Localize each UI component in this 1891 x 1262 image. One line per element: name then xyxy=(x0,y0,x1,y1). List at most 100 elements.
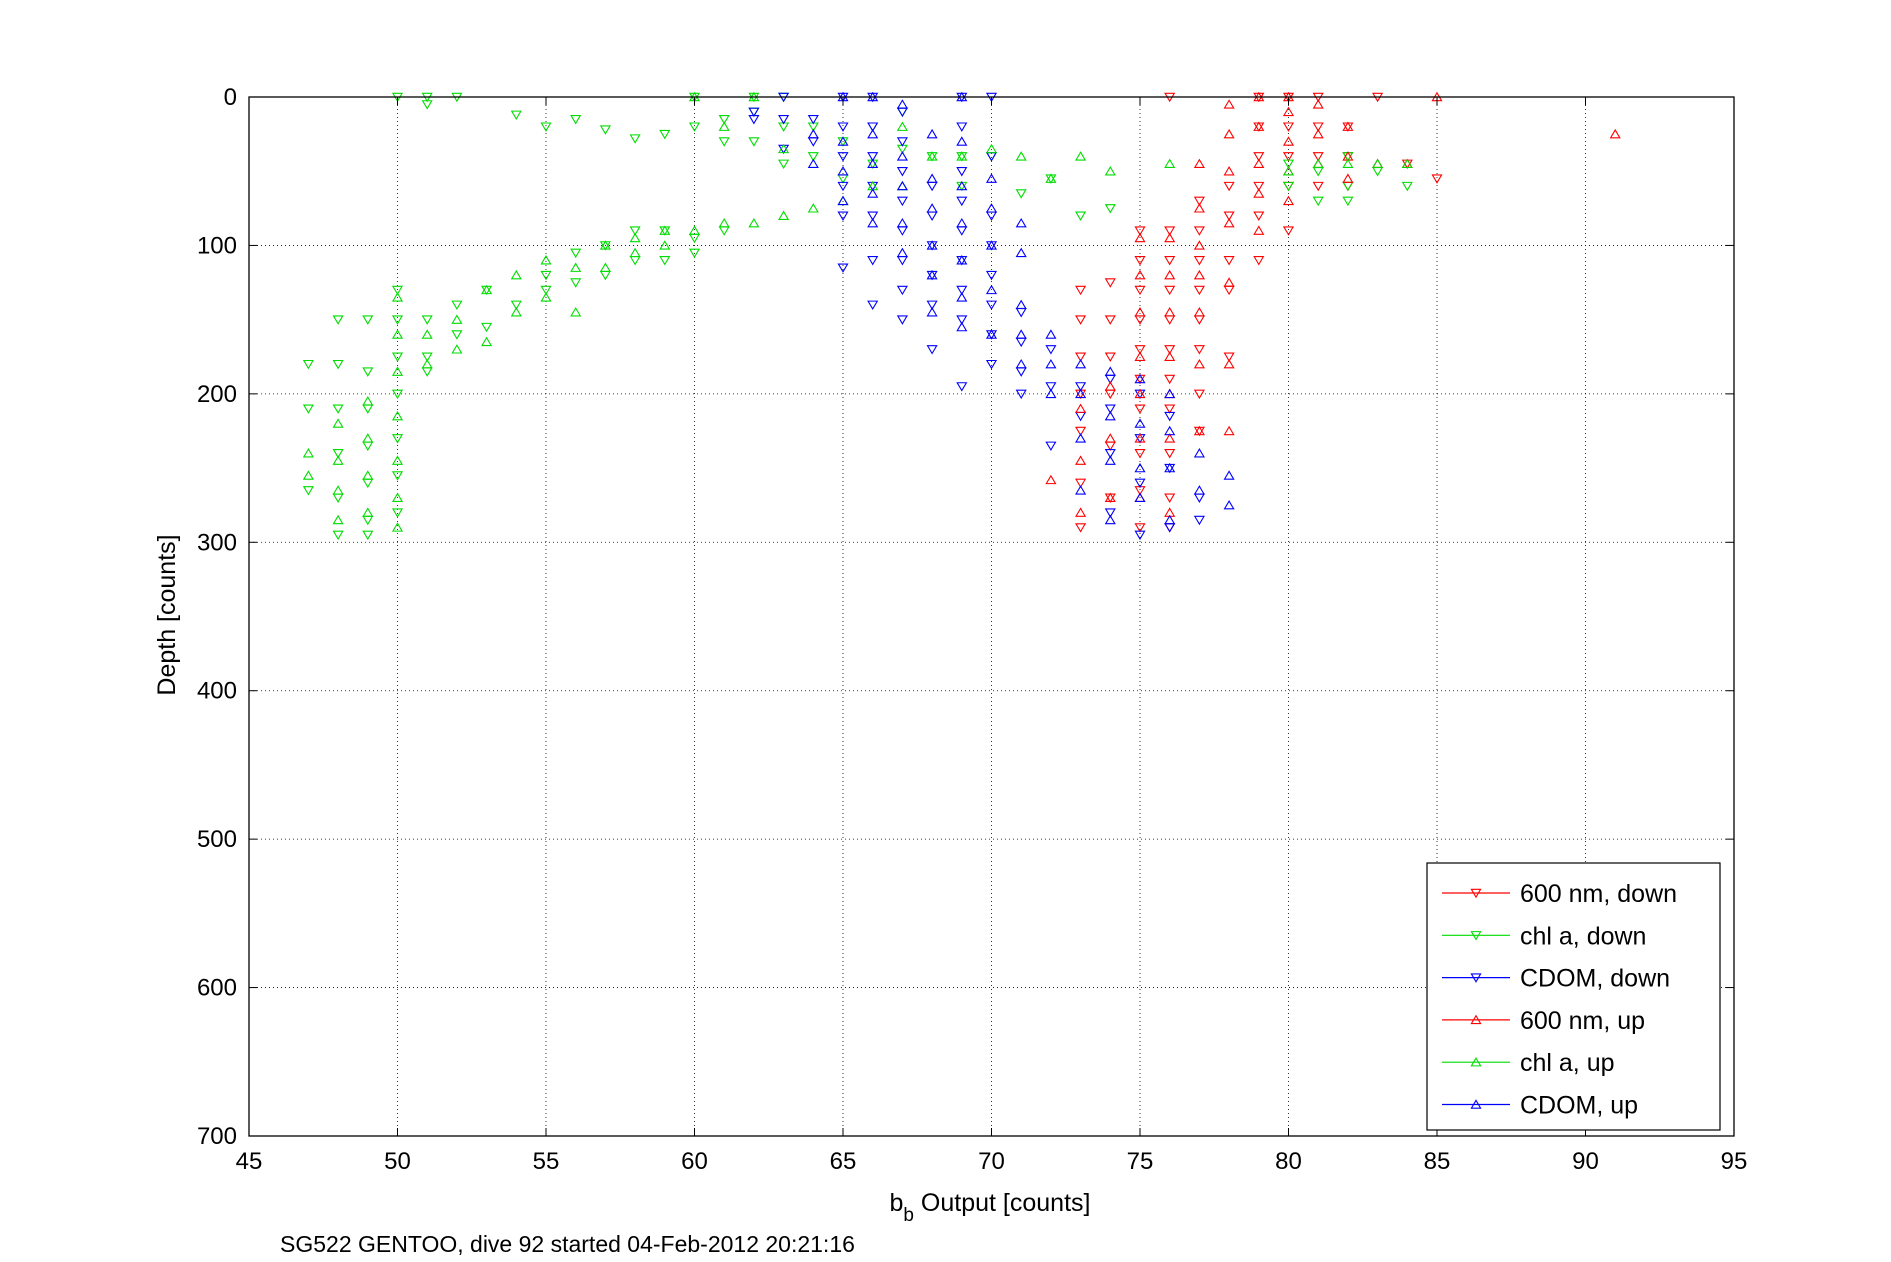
data-point xyxy=(1104,455,1116,465)
data-point xyxy=(1342,173,1354,183)
data-point xyxy=(1164,226,1176,236)
data-point xyxy=(451,314,463,324)
data-point xyxy=(1015,151,1027,161)
data-point xyxy=(1223,211,1235,221)
data-point xyxy=(1075,352,1087,362)
data-point xyxy=(1223,352,1235,362)
y-tick-label: 700 xyxy=(197,1123,237,1150)
legend-label: CDOM, up xyxy=(1520,1092,1638,1120)
data-point xyxy=(1223,128,1235,139)
data-point xyxy=(1282,136,1295,146)
data-point xyxy=(1134,306,1146,317)
data-point xyxy=(1134,404,1146,414)
data-point xyxy=(1193,358,1205,369)
x-axis-label: bb Output [counts] xyxy=(890,1189,1091,1226)
data-point xyxy=(1134,492,1146,502)
legend-marker xyxy=(1470,973,1482,983)
data-point xyxy=(302,486,314,496)
data-point xyxy=(362,315,374,325)
data-point xyxy=(1312,181,1324,192)
data-point xyxy=(1253,256,1265,266)
data-point xyxy=(926,173,938,183)
data-point xyxy=(540,292,552,302)
series-5 xyxy=(807,91,1235,525)
data-point xyxy=(1134,285,1146,296)
data-point xyxy=(1134,523,1146,533)
data-point xyxy=(985,329,998,339)
data-point xyxy=(1045,388,1057,399)
data-point xyxy=(718,217,730,228)
data-point xyxy=(421,329,433,339)
legend-label: 600 nm, up xyxy=(1520,1007,1645,1035)
data-point xyxy=(1282,181,1295,192)
data-point xyxy=(1342,196,1354,207)
x-tick-label: 80 xyxy=(1275,1148,1302,1175)
data-point xyxy=(688,225,701,235)
data-point xyxy=(837,122,849,132)
data-point xyxy=(659,129,671,140)
data-point xyxy=(1223,256,1235,266)
data-point xyxy=(778,143,790,154)
data-point xyxy=(1134,478,1146,489)
x-axis-label-subscript: b xyxy=(903,1205,914,1226)
data-point xyxy=(837,263,849,273)
data-point xyxy=(1223,99,1235,109)
data-point xyxy=(1104,514,1116,525)
data-point xyxy=(659,225,671,235)
data-point xyxy=(540,285,552,296)
data-point xyxy=(867,217,879,228)
data-point xyxy=(867,158,879,169)
data-point xyxy=(1193,425,1205,436)
data-point xyxy=(1312,196,1324,207)
data-point xyxy=(451,300,463,311)
data-point xyxy=(985,270,998,281)
data-point xyxy=(1282,226,1295,236)
data-point xyxy=(896,217,908,228)
data-point xyxy=(629,247,641,258)
data-point xyxy=(332,418,344,428)
data-point xyxy=(956,166,968,177)
data-point xyxy=(332,404,344,414)
data-point xyxy=(896,137,908,147)
data-point xyxy=(1193,389,1205,400)
data-point xyxy=(1104,433,1116,443)
data-point xyxy=(302,448,314,458)
data-point xyxy=(867,122,879,132)
legend-item: chl a, up xyxy=(1442,1049,1615,1077)
data-point xyxy=(748,217,760,228)
data-point xyxy=(956,285,968,296)
data-point xyxy=(391,366,404,376)
data-point xyxy=(1045,173,1057,183)
data-point xyxy=(1104,165,1116,176)
data-point xyxy=(1193,203,1205,213)
data-point xyxy=(837,165,849,176)
data-point xyxy=(1253,121,1265,131)
data-point xyxy=(1223,470,1235,480)
data-point xyxy=(391,410,404,421)
data-point xyxy=(1134,448,1146,459)
data-point xyxy=(332,359,344,370)
x-tick-label: 85 xyxy=(1424,1148,1451,1175)
data-point xyxy=(1193,485,1205,495)
data-point xyxy=(926,203,938,213)
data-point xyxy=(510,110,522,121)
data-point xyxy=(1134,530,1146,541)
data-point xyxy=(956,292,968,302)
x-tick-label: 45 xyxy=(236,1148,263,1175)
data-point xyxy=(302,404,314,414)
data-point xyxy=(332,530,344,541)
data-point xyxy=(451,330,463,340)
data-point xyxy=(1075,433,1087,443)
data-point xyxy=(599,262,611,272)
data-point xyxy=(1282,195,1295,206)
data-point xyxy=(1253,225,1265,235)
data-point xyxy=(1075,388,1087,399)
data-point xyxy=(1104,508,1116,518)
data-point xyxy=(1075,285,1087,296)
data-point xyxy=(688,248,701,259)
data-point xyxy=(1134,345,1146,355)
x-tick-label: 50 xyxy=(384,1148,411,1175)
data-point xyxy=(1104,315,1116,325)
data-point xyxy=(1075,507,1087,517)
data-point xyxy=(1134,351,1146,361)
